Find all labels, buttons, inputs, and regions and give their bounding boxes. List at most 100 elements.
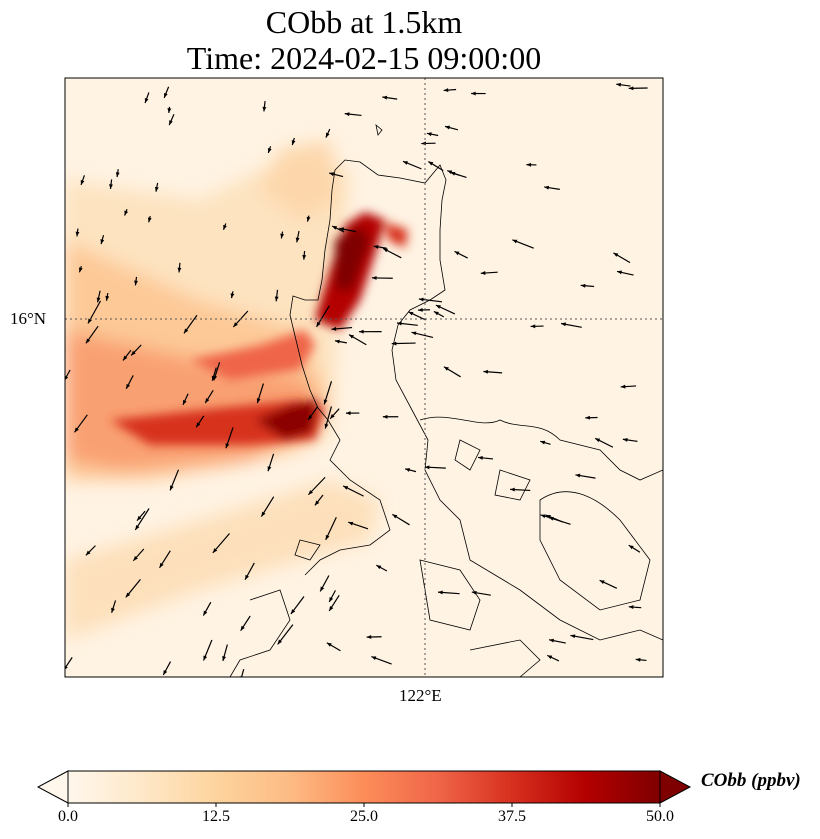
wind-arrow-head [331, 326, 337, 331]
wind-arrow-head [135, 525, 140, 530]
wind-arrow-head [435, 305, 441, 309]
wind-arrow-head [348, 334, 354, 339]
wind-arrow-head [280, 233, 285, 239]
wind-arrow-head [131, 350, 136, 356]
wind-arrow-head [324, 423, 329, 429]
wind-arrow-head [302, 254, 307, 260]
wind-arrow-head [418, 308, 423, 312]
wind-arrow-head [373, 244, 379, 249]
wind-arrow-head [540, 514, 546, 519]
wind-arrow-head [225, 443, 230, 449]
wind-arrow-head [471, 91, 476, 96]
lon-label: 122°E [399, 686, 442, 705]
plot-title-line1: CObb at 1.5km [265, 4, 463, 40]
wind-arrow-head [147, 217, 152, 223]
wind-arrow-head [418, 297, 424, 302]
wind-arrow-head [343, 485, 349, 490]
wind-arrow-head [382, 95, 388, 100]
wind-arrow-head [308, 490, 313, 495]
wind-arrow-head [320, 586, 325, 592]
wind-arrow-head [277, 639, 283, 645]
wind-arrow-head [595, 438, 601, 443]
wind-arrow-head [510, 487, 515, 492]
wind-arrow-head [391, 341, 397, 346]
wind-arrow-head [628, 545, 634, 550]
wind-arrow-head [530, 324, 536, 329]
wind-arrow-head [295, 237, 300, 243]
wind-arrow-head [87, 318, 92, 324]
lat-label: 16°N [10, 309, 47, 328]
wind-arrow-head [245, 574, 249, 580]
wind-arrow-head [371, 276, 377, 280]
wind-arrow-head [411, 331, 417, 336]
colorbar-tick: 25.0 [350, 808, 378, 825]
wind-arrow-head [316, 321, 321, 327]
wind-arrow-head [396, 321, 402, 326]
wind-arrow-head [392, 514, 398, 519]
wind-arrow-head [438, 590, 443, 595]
wind-arrow-head [314, 500, 320, 506]
colorbar-label: CObb (ppbv) [701, 770, 801, 791]
wind-arrow-head [408, 311, 414, 316]
wind-arrow-head [123, 355, 128, 361]
wind-arrow-head [443, 88, 449, 93]
wind-arrow-head [163, 670, 168, 676]
wind-arrow-head [85, 338, 91, 344]
wind-arrow-head [326, 642, 332, 647]
wind-arrow-head [628, 86, 634, 91]
wind-arrow-head [613, 252, 619, 257]
wind-arrow-head [540, 440, 546, 445]
wind-arrow-head [109, 184, 113, 189]
plot-title-line2: Time: 2024-02-15 09:00:00 [186, 40, 542, 76]
wind-arrow-head [74, 427, 79, 433]
wind-arrow-head [96, 297, 101, 303]
wind-arrow-head [267, 147, 272, 153]
wind-arrow-head [599, 580, 605, 585]
wind-arrow-head [133, 555, 138, 561]
wind-arrow-head [325, 132, 330, 138]
wind-arrow-head [115, 172, 120, 178]
wind-arrow-head [144, 98, 149, 103]
wind-arrow-head [196, 422, 201, 428]
wind-arrow-head [424, 465, 430, 470]
wind-arrow-head [403, 161, 409, 165]
wind-arrow-head [78, 267, 83, 273]
wind-arrow-head [169, 120, 173, 126]
wind-arrow-head [478, 455, 483, 460]
wind-arrow-head [345, 411, 351, 416]
wind-arrow-head [433, 311, 439, 316]
wind-arrow-head [622, 437, 628, 442]
wind-arrow-head [211, 375, 216, 381]
wind-arrow-head [359, 329, 364, 334]
wind-arrow-head [291, 140, 296, 146]
wind-arrow-head [366, 635, 372, 639]
wind-arrow-head [223, 224, 227, 230]
wind-vectors [65, 82, 648, 677]
wind-arrow-head [124, 210, 129, 216]
wind-arrow-head [80, 179, 85, 185]
wind-arrow-head [620, 384, 626, 389]
colorbar-tick: 50.0 [646, 808, 674, 825]
wind-arrow-head [261, 511, 266, 517]
wind-arrow-head [348, 521, 354, 526]
colorbar-tick: 0.0 [58, 808, 78, 825]
wind-arrow-head [111, 607, 115, 613]
wind-arrow-head [585, 415, 590, 420]
wind-arrow-head [549, 638, 554, 643]
plot-frame [64, 77, 664, 678]
wind-arrow-head [240, 625, 245, 631]
wind-arrow-head [182, 399, 187, 405]
wind-arrow-head [256, 398, 261, 404]
wind-arrow-head [65, 375, 69, 380]
wind-arrow-head [616, 82, 622, 87]
wind-arrow-head [376, 565, 382, 570]
wind-arrow-head [105, 295, 110, 301]
wind-arrow-head [526, 162, 532, 167]
wind-arrow-head [230, 293, 235, 299]
wind-arrow-head [65, 665, 68, 670]
wind-arrow-head [344, 112, 350, 117]
wind-arrow-head [205, 398, 210, 404]
wind-arrow-head [325, 534, 330, 540]
wind-arrow-head [262, 106, 267, 112]
